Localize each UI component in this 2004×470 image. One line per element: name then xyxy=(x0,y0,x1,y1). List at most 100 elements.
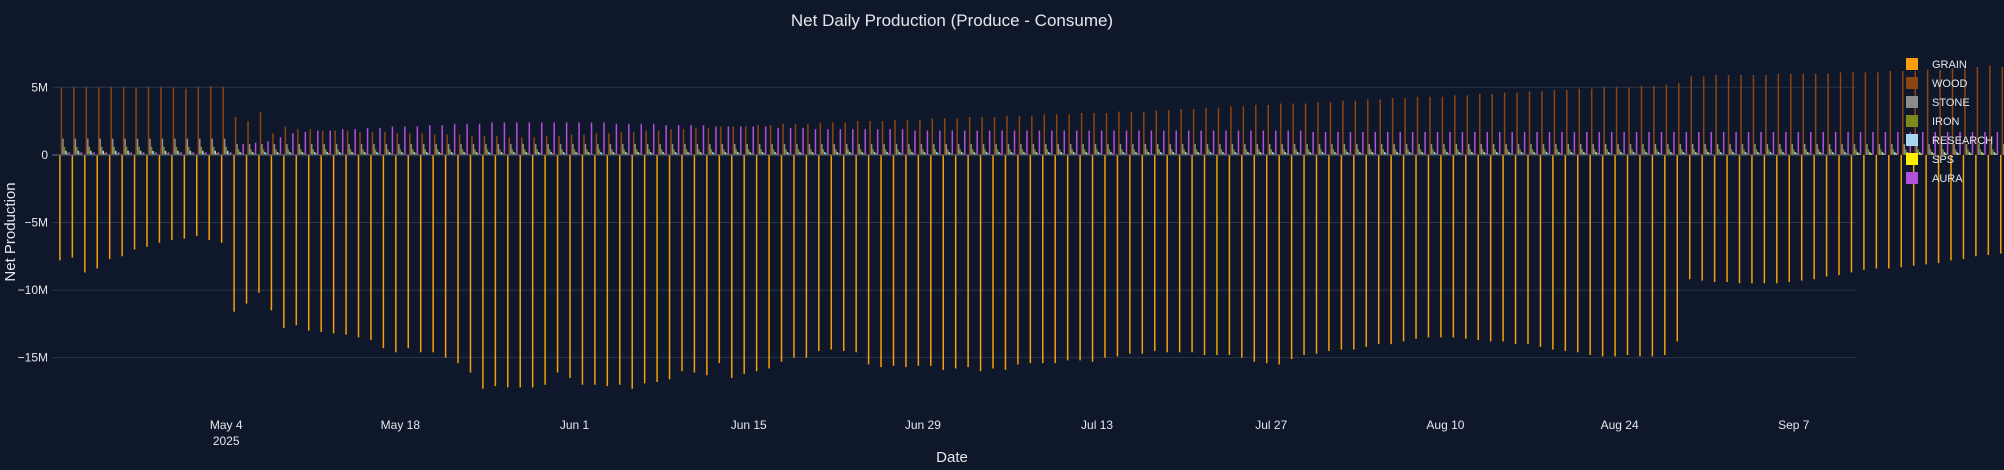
bar-aura-43 xyxy=(603,122,605,155)
bar-aura-144 xyxy=(1859,131,1862,155)
bar-iron-129 xyxy=(1668,149,1671,155)
bar-grain-59 xyxy=(793,154,795,358)
bar-research-103 xyxy=(1346,152,1349,155)
bar-wood-62 xyxy=(832,122,834,155)
bar-wood-81 xyxy=(1068,114,1070,155)
bar-research-111 xyxy=(1446,152,1448,155)
bar-wood-137 xyxy=(1765,75,1767,155)
bar-research-36 xyxy=(513,152,515,155)
bar-aura-117 xyxy=(1523,131,1526,155)
bar-iron-53 xyxy=(723,149,725,155)
legend-item-iron[interactable]: IRON xyxy=(1906,115,1960,128)
bar-stone-3 xyxy=(99,138,102,155)
bar-stone-56 xyxy=(758,144,761,155)
bar-grain-66 xyxy=(880,154,882,368)
bar-iron-131 xyxy=(1693,149,1696,155)
bar-wood-106 xyxy=(1379,99,1381,155)
bar-wood-78 xyxy=(1031,115,1033,155)
bar-aura-132 xyxy=(1710,131,1712,155)
bar-iron-136 xyxy=(1755,149,1758,155)
bar-research-93 xyxy=(1222,152,1224,155)
bar-aura-140 xyxy=(1810,131,1812,155)
bar-research-107 xyxy=(1396,152,1398,155)
bar-stone-76 xyxy=(1007,144,1010,155)
legend-item-grain[interactable]: GRAIN xyxy=(1906,58,1967,71)
bar-stone-77 xyxy=(1020,144,1022,155)
bar-wood-147 xyxy=(1889,71,1892,155)
bar-aura-87 xyxy=(1150,130,1153,155)
bar-aura-141 xyxy=(1822,131,1824,155)
bar-research-12 xyxy=(214,150,216,155)
bar-grain-14 xyxy=(233,154,235,312)
bar-stone-7 xyxy=(149,138,151,155)
bar-iron-55 xyxy=(747,149,750,155)
bar-grain-47 xyxy=(643,154,646,384)
bar-grain-28 xyxy=(407,154,410,349)
bar-iron-60 xyxy=(810,149,812,155)
bar-iron-137 xyxy=(1768,149,1770,155)
bar-stone-27 xyxy=(398,144,400,155)
bar-wood-85 xyxy=(1118,111,1120,155)
bar-grain-138 xyxy=(1776,154,1778,284)
bar-wood-150 xyxy=(1926,69,1929,155)
legend-swatch xyxy=(1906,134,1918,146)
bar-grain-2 xyxy=(84,154,86,273)
bar-wood-24 xyxy=(359,131,361,155)
bar-research-127 xyxy=(1645,152,1647,155)
bar-stone-110 xyxy=(1430,144,1433,155)
bar-grain-145 xyxy=(1863,154,1865,270)
bar-wood-13 xyxy=(222,87,224,155)
bar-research-95 xyxy=(1247,152,1249,155)
bar-wood-51 xyxy=(695,127,697,155)
bar-grain-62 xyxy=(830,154,833,350)
bar-wood-131 xyxy=(1690,76,1692,155)
bar-research-142 xyxy=(1831,152,1834,155)
bar-grain-17 xyxy=(270,154,273,311)
bar-stone-145 xyxy=(1866,144,1868,155)
bar-wood-75 xyxy=(993,117,996,155)
bar-aura-99 xyxy=(1299,130,1302,155)
bar-aura-41 xyxy=(578,122,580,155)
bar-grain-120 xyxy=(1552,154,1554,350)
legend-item-research[interactable]: RESEARCH xyxy=(1906,134,1993,147)
bar-grain-53 xyxy=(718,154,721,364)
bar-research-58 xyxy=(786,152,789,155)
bar-aura-142 xyxy=(1834,131,1837,155)
bar-wood-20 xyxy=(309,129,311,155)
bar-aura-62 xyxy=(839,129,842,155)
bar-stone-150 xyxy=(1928,144,1930,155)
bar-wood-107 xyxy=(1391,98,1394,155)
legend-swatch xyxy=(1906,153,1918,165)
bar-stone-4 xyxy=(111,138,114,155)
bar-research-42 xyxy=(587,152,590,155)
bar-wood-102 xyxy=(1329,102,1332,155)
bar-aura-58 xyxy=(789,127,792,155)
legend-item-wood[interactable]: WOOD xyxy=(1906,77,1967,90)
bar-grain-104 xyxy=(1353,154,1355,350)
bar-wood-32 xyxy=(458,134,461,155)
bar-stone-58 xyxy=(783,144,786,155)
bar-iron-54 xyxy=(735,149,738,155)
legend-item-aura[interactable]: AURA xyxy=(1906,172,1963,185)
bar-stone-144 xyxy=(1853,144,1856,155)
bar-iron-1 xyxy=(76,146,78,155)
bar-grain-60 xyxy=(805,154,808,358)
bar-research-102 xyxy=(1334,152,1336,155)
bar-grain-131 xyxy=(1688,154,1691,280)
bar-grain-94 xyxy=(1228,154,1231,355)
bar-stone-94 xyxy=(1231,144,1234,155)
bar-stone-73 xyxy=(970,144,972,155)
legend-item-sps[interactable]: SPS xyxy=(1906,153,1954,166)
bar-aura-69 xyxy=(926,130,929,155)
legend-item-stone[interactable]: STONE xyxy=(1906,96,1970,109)
bar-wood-56 xyxy=(757,125,759,155)
bar-iron-130 xyxy=(1681,149,1683,155)
bar-iron-3 xyxy=(101,146,103,155)
bar-research-67 xyxy=(898,152,901,155)
bar-wood-128 xyxy=(1653,85,1655,155)
bar-research-65 xyxy=(873,152,876,155)
bar-stone-59 xyxy=(796,144,798,155)
bar-stone-34 xyxy=(485,144,487,155)
bar-grain-23 xyxy=(345,154,347,335)
bar-aura-150 xyxy=(1934,131,1936,155)
